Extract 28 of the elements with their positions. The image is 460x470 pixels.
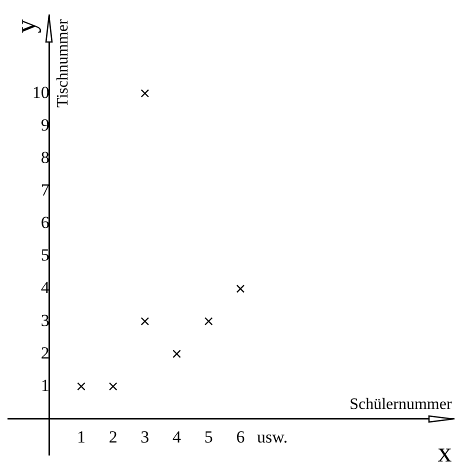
x-tick-label: 1 xyxy=(76,428,86,447)
y-tick-label: 2 xyxy=(40,343,50,362)
point xyxy=(140,89,150,98)
x-tick-label: 2 xyxy=(108,428,118,447)
y-tick-label: 8 xyxy=(40,148,50,167)
y-tick-label: 6 xyxy=(40,213,50,232)
x-tick-label: usw. xyxy=(257,428,288,447)
annotation: x xyxy=(438,437,452,468)
x-tick-label: 5 xyxy=(204,428,213,447)
y-tick-label: 7 xyxy=(40,180,50,200)
point xyxy=(172,350,181,358)
x-tick-label: 4 xyxy=(172,428,182,447)
annotation: y xyxy=(10,19,42,34)
x-tick-label: 3 xyxy=(140,428,150,447)
y-tick-label: 3 xyxy=(40,310,50,330)
point xyxy=(204,317,213,326)
y-tick-label: 9 xyxy=(40,115,50,134)
x-axis-title: Schülernummer xyxy=(350,396,452,414)
point xyxy=(140,317,150,326)
x-tick-label: 6 xyxy=(236,428,245,447)
point xyxy=(77,382,86,391)
point xyxy=(108,382,118,391)
y-tick-label: 10 xyxy=(32,82,50,102)
y-tick-label: 5 xyxy=(40,246,50,265)
y-axis-title: Tischnummer xyxy=(54,18,72,108)
point xyxy=(236,284,245,293)
y-tick-label: 1 xyxy=(40,376,50,395)
y-tick-label: 4 xyxy=(40,278,50,298)
